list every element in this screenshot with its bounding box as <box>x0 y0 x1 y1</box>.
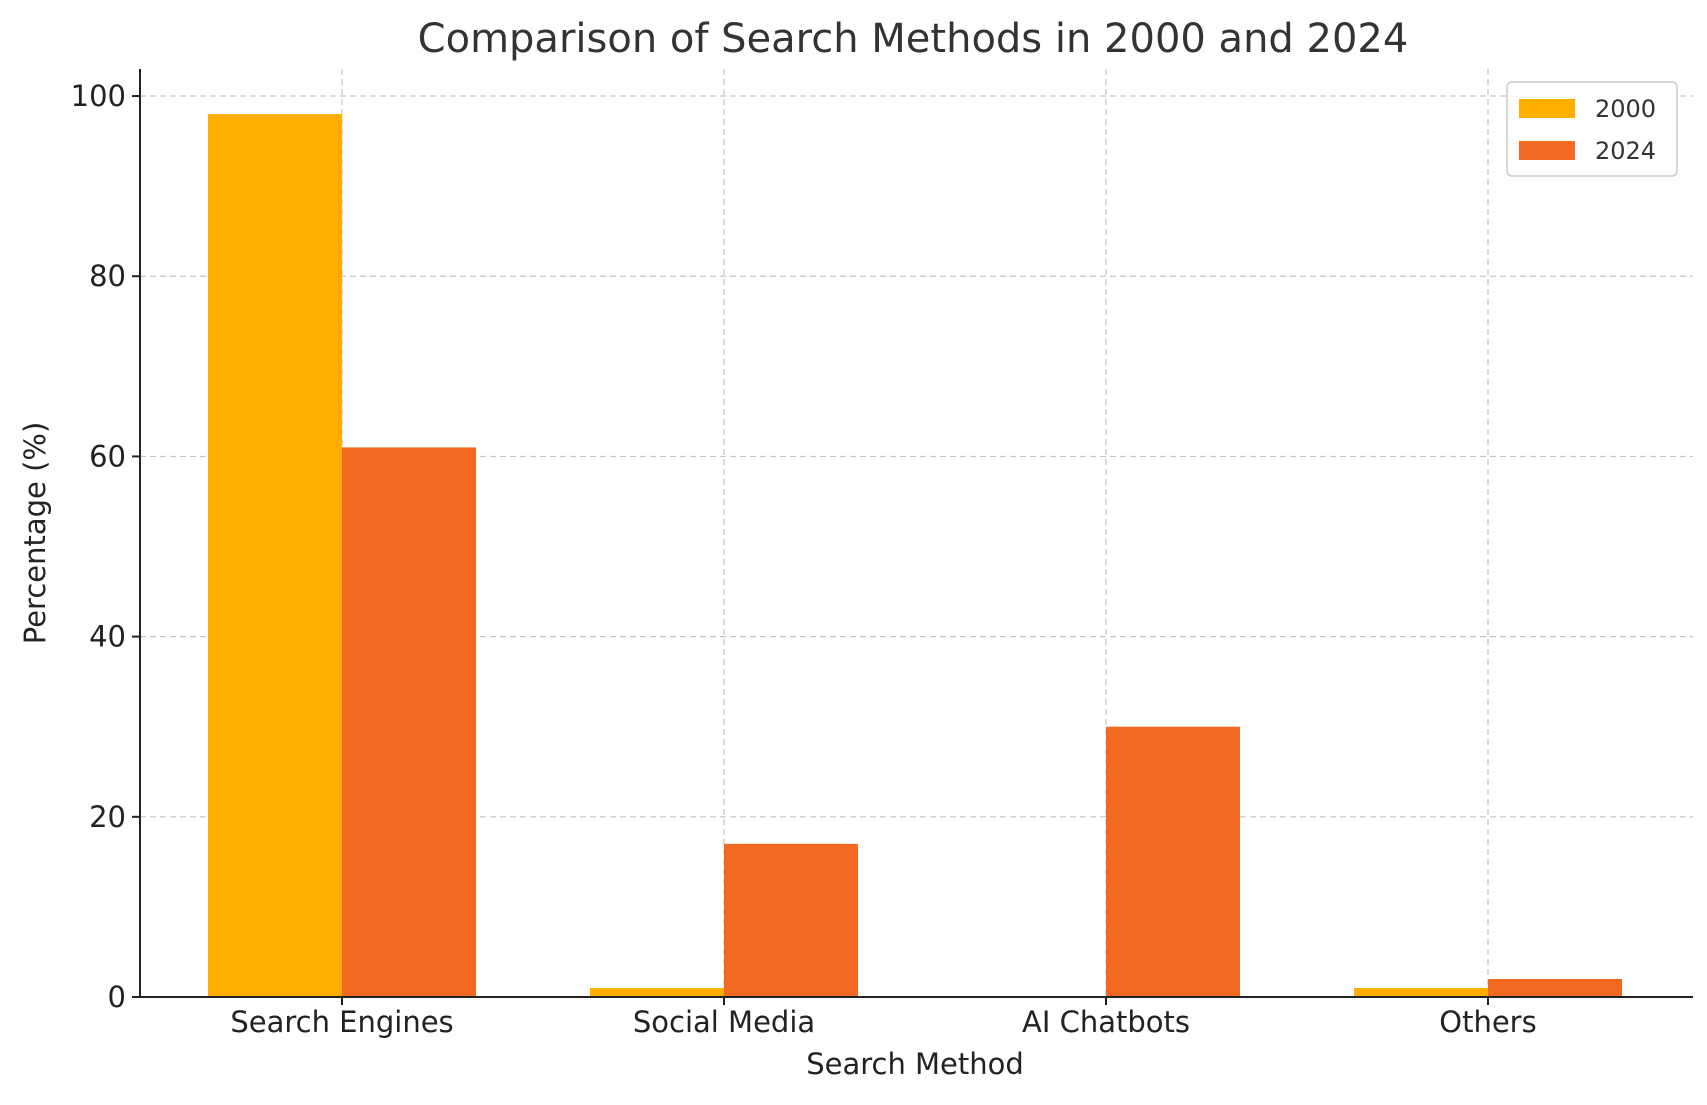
legend-swatch-2024 <box>1519 141 1575 160</box>
bar-others-2000 <box>1354 987 1488 997</box>
y-tick-label: 0 <box>108 980 126 1014</box>
y-axis-title: Percentage (%) <box>18 422 52 645</box>
legend: 2000 2024 <box>1506 81 1678 177</box>
chart-title: Comparison of Search Methods in 2000 and… <box>418 16 1409 62</box>
bar-search-engines-2024 <box>342 447 476 997</box>
y-tick-label: 60 <box>89 439 126 473</box>
legend-swatch-2000 <box>1519 99 1575 118</box>
y-tick-label: 80 <box>89 259 126 293</box>
legend-label-2000: 2000 <box>1595 95 1656 123</box>
bars <box>208 114 1622 998</box>
bar-social-media-2024 <box>724 843 858 997</box>
tick-labels: 0 20 40 60 80 100 Search Engines Social Media AI… <box>71 79 1537 1039</box>
legend-label-2024: 2024 <box>1595 137 1656 165</box>
y-tick-label: 40 <box>89 620 126 654</box>
y-tick-label: 100 <box>71 79 126 113</box>
bar-others-2024 <box>1488 978 1622 997</box>
x-axis-title: Search Method <box>806 1047 1024 1081</box>
bar-social-media-2000 <box>590 987 724 997</box>
bar-ai-chatbots-2024 <box>1106 726 1240 997</box>
x-tick-label-ai-chatbots: AI Chatbots <box>1022 1005 1190 1039</box>
x-tick-label-search-engines: Search Engines <box>230 1005 453 1039</box>
x-tick-label-others: Others <box>1439 1005 1536 1039</box>
x-tick-label-social-media: Social Media <box>633 1005 815 1039</box>
axes <box>139 69 1693 998</box>
y-tick-label: 20 <box>89 800 126 834</box>
bar-search-engines-2000 <box>208 114 342 998</box>
